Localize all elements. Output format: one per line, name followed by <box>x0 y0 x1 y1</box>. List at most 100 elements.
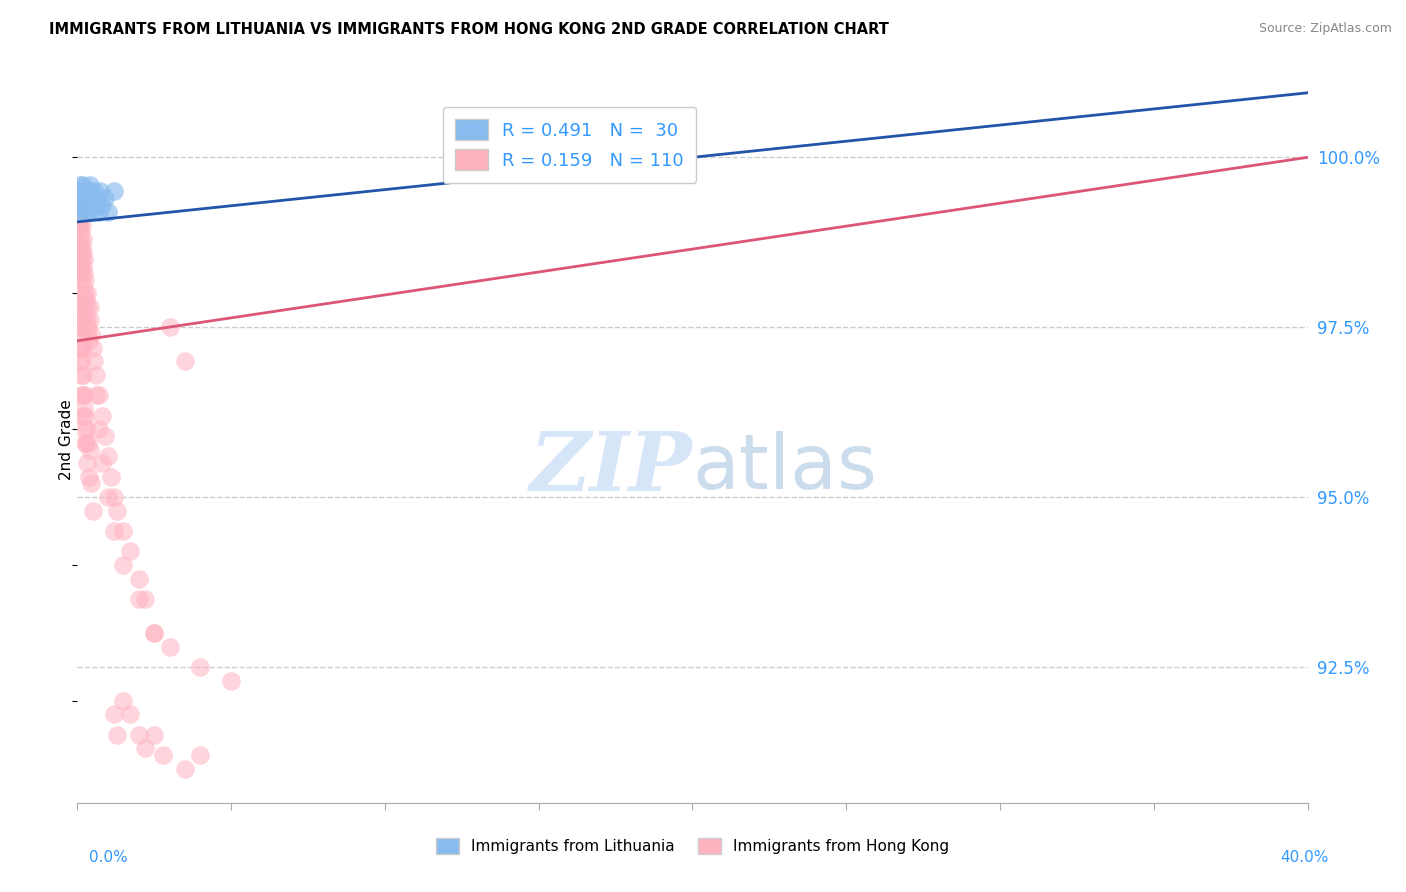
Point <box>67 184 90 198</box>
Point <box>75 273 97 287</box>
Point <box>97 490 120 504</box>
Point <box>105 503 128 517</box>
Point <box>75 191 97 205</box>
Point <box>67 219 90 233</box>
Point <box>73 184 96 198</box>
Point <box>70 219 93 233</box>
Point <box>70 184 93 198</box>
Text: 40.0%: 40.0% <box>1281 850 1329 865</box>
Point <box>72 191 94 205</box>
Point <box>72 178 94 192</box>
Point <box>152 748 174 763</box>
Point <box>105 728 128 742</box>
Point <box>70 204 93 219</box>
Point <box>72 259 94 273</box>
Point <box>76 313 98 327</box>
Point <box>97 204 120 219</box>
Point <box>72 232 94 246</box>
Point <box>70 320 93 334</box>
Point <box>84 198 107 212</box>
Point <box>90 456 114 470</box>
Point <box>75 320 97 334</box>
Point <box>72 245 94 260</box>
Point <box>79 300 101 314</box>
Point <box>76 300 98 314</box>
Point <box>90 198 114 212</box>
Point <box>73 198 96 212</box>
Y-axis label: 2nd Grade: 2nd Grade <box>59 399 75 480</box>
Point <box>87 204 110 219</box>
Point <box>82 503 104 517</box>
Point <box>143 626 166 640</box>
Point <box>73 401 96 416</box>
Point <box>76 184 98 198</box>
Legend: Immigrants from Lithuania, Immigrants from Hong Kong: Immigrants from Lithuania, Immigrants fr… <box>430 832 955 861</box>
Point <box>97 450 120 464</box>
Point <box>79 442 101 457</box>
Point <box>70 191 93 205</box>
Point <box>73 388 96 402</box>
Point <box>77 191 100 205</box>
Point <box>87 422 110 436</box>
Point <box>72 300 94 314</box>
Point <box>76 204 98 219</box>
Point <box>70 388 93 402</box>
Point <box>118 544 141 558</box>
Point <box>66 219 89 233</box>
Point <box>69 252 91 267</box>
Point <box>112 524 135 538</box>
Point <box>84 368 107 382</box>
Point <box>70 266 93 280</box>
Point <box>69 266 91 280</box>
Point <box>83 184 105 198</box>
Point <box>103 184 125 198</box>
Point <box>69 238 91 252</box>
Point <box>75 293 97 307</box>
Point <box>94 429 117 443</box>
Point <box>94 191 117 205</box>
Point <box>69 354 91 368</box>
Point <box>89 184 111 198</box>
Point <box>219 673 242 688</box>
Point <box>69 219 91 233</box>
Point <box>174 354 197 368</box>
Point <box>159 640 181 654</box>
Point <box>69 245 91 260</box>
Point <box>67 204 90 219</box>
Point <box>76 422 98 436</box>
Point <box>128 728 150 742</box>
Point <box>666 150 689 164</box>
Point <box>76 286 98 301</box>
Point <box>83 354 105 368</box>
Point <box>77 198 100 212</box>
Point <box>70 341 93 355</box>
Point <box>143 728 166 742</box>
Point <box>103 524 125 538</box>
Point <box>73 204 96 219</box>
Point <box>73 307 96 321</box>
Point <box>67 259 90 273</box>
Point <box>69 178 91 192</box>
Point <box>76 456 98 470</box>
Point <box>70 238 93 252</box>
Point <box>72 388 94 402</box>
Point <box>134 591 156 606</box>
Point <box>69 300 91 314</box>
Point <box>72 368 94 382</box>
Point <box>73 409 96 423</box>
Point <box>72 313 94 327</box>
Point <box>73 252 96 267</box>
Point <box>73 293 96 307</box>
Point <box>82 341 104 355</box>
Point <box>112 694 135 708</box>
Point <box>112 558 135 572</box>
Point <box>174 762 197 776</box>
Point <box>128 591 150 606</box>
Point <box>79 178 101 192</box>
Point <box>103 490 125 504</box>
Point <box>69 232 91 246</box>
Point <box>80 476 103 491</box>
Point <box>77 469 100 483</box>
Point <box>75 435 97 450</box>
Point <box>84 388 107 402</box>
